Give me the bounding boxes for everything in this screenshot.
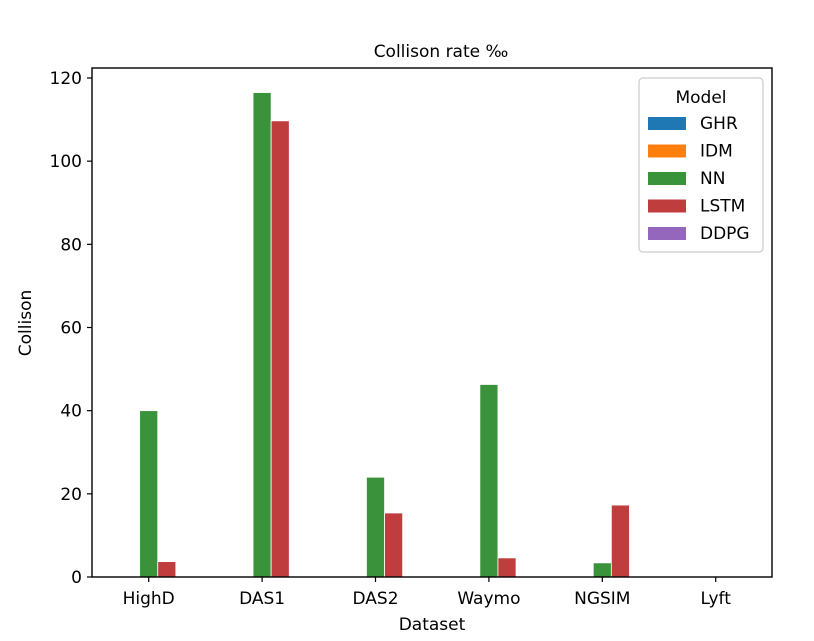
legend-swatch-ddpg	[648, 227, 686, 240]
bar-nn	[252, 92, 272, 578]
y-tick-label: 100	[50, 152, 82, 172]
y-tick-label: 20	[60, 485, 82, 505]
y-tick-label: 40	[60, 402, 82, 422]
x-tick-label: DAS2	[352, 589, 398, 609]
legend-label-ghr: GHR	[700, 114, 738, 134]
chart-title: Collison rate ‰	[374, 42, 509, 62]
legend-title: Model	[675, 88, 726, 108]
legend-swatch-ghr	[648, 117, 686, 130]
bar-nn	[479, 384, 499, 578]
bar-lstm	[497, 557, 517, 578]
bar-nn	[592, 562, 612, 578]
bar-nn	[366, 476, 385, 578]
y-tick-label: 0	[71, 568, 82, 588]
x-axis: HighD DAS1 DAS2 Waymo NGSIM Lyft	[123, 577, 732, 609]
bar-nn	[139, 410, 159, 578]
legend-swatch-nn	[648, 172, 686, 185]
legend-items: GHR IDM NN LSTM DDPG	[648, 114, 750, 244]
y-tick-label: 120	[50, 69, 82, 89]
legend: Model GHR IDM NN LSTM DDPG	[638, 77, 764, 253]
legend-label-ddpg: DDPG	[700, 224, 750, 244]
legend-label-lstm: LSTM	[700, 197, 745, 217]
x-tick-label: DAS1	[239, 589, 285, 609]
x-tick-label: NGSIM	[574, 589, 630, 609]
y-axis: 0 20 40 60 80 100 120	[50, 69, 92, 588]
y-axis-label: Collison	[16, 290, 36, 356]
legend-label-idm: IDM	[700, 142, 733, 162]
bar-lstm	[610, 504, 630, 578]
bar-lstm	[384, 512, 404, 578]
legend-swatch-idm	[648, 144, 686, 158]
plot-frame	[91, 67, 773, 578]
bars-group	[139, 92, 630, 578]
bar-lstm	[157, 561, 177, 578]
x-tick-label: Waymo	[457, 589, 520, 609]
y-tick-label: 60	[60, 319, 82, 339]
x-axis-label: Dataset	[399, 615, 466, 635]
x-tick-label: Lyft	[701, 589, 732, 609]
x-tick-label: HighD	[123, 589, 175, 609]
legend-label-nn: NN	[700, 169, 725, 189]
bar-lstm	[270, 120, 290, 578]
y-tick-label: 80	[60, 235, 82, 255]
legend-swatch-lstm	[648, 199, 686, 213]
